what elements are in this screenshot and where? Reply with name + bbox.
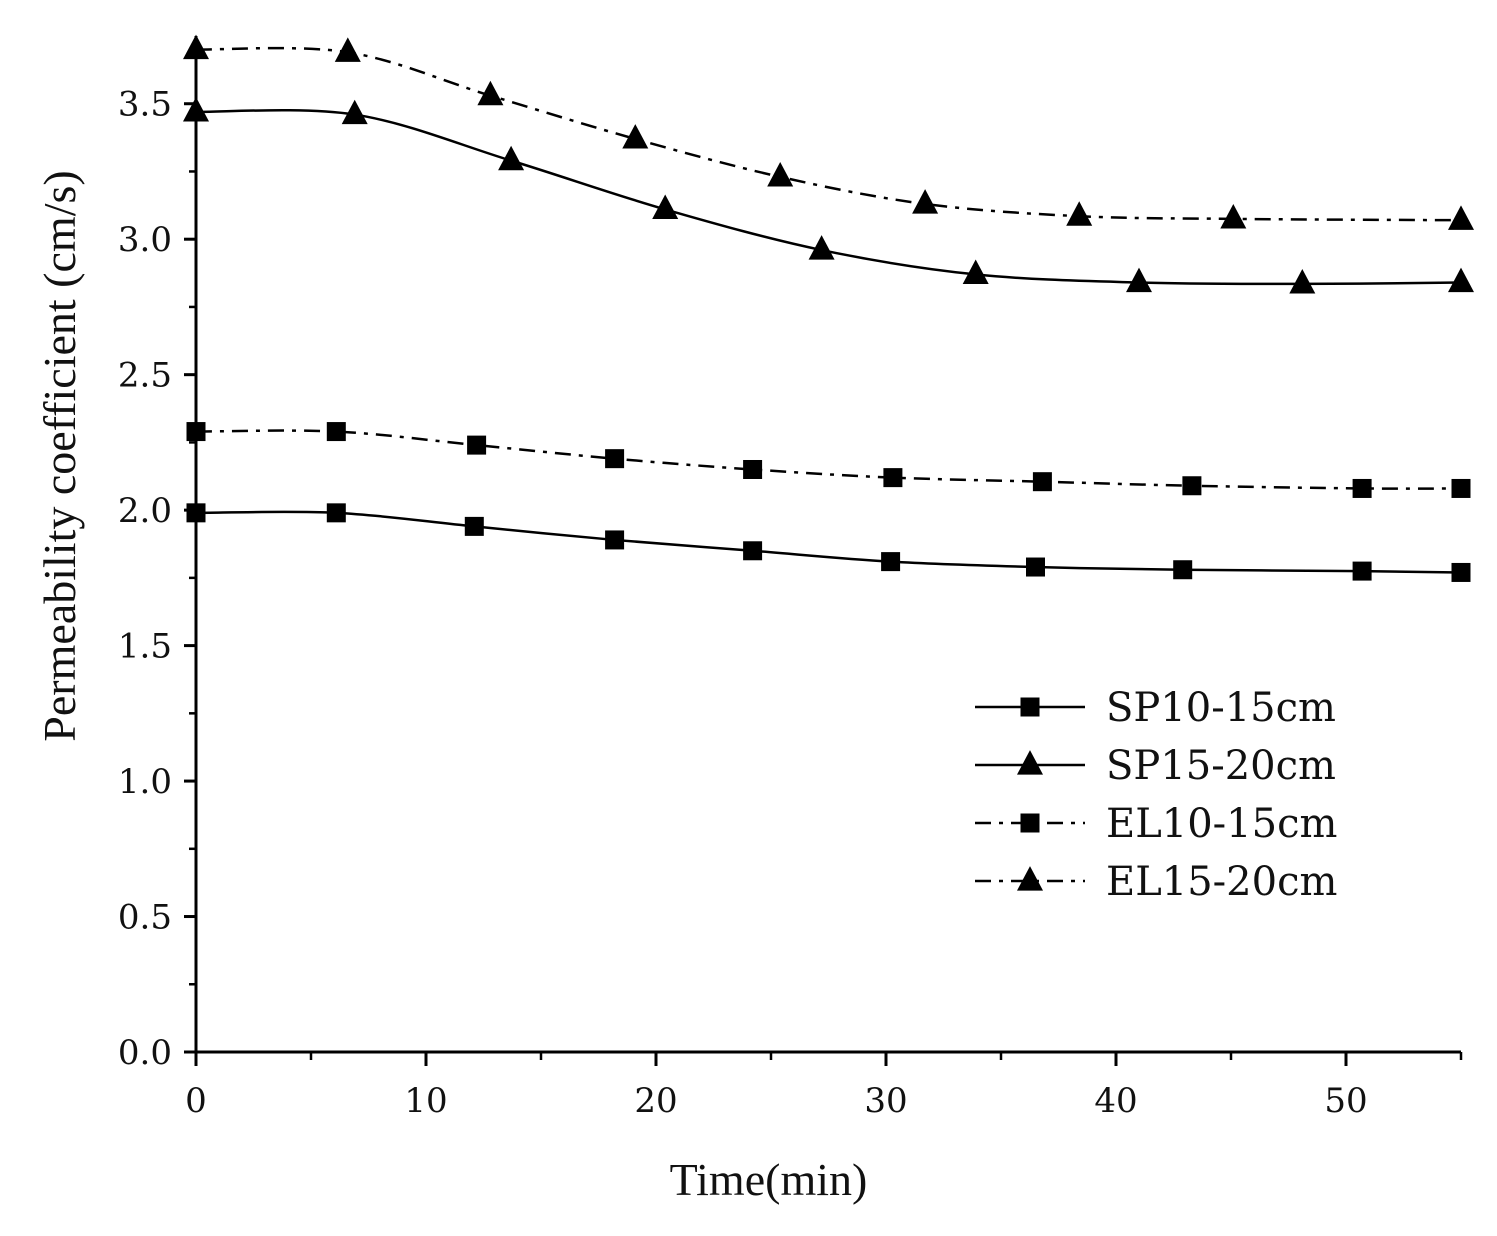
data-point (605, 530, 625, 550)
data-point (326, 503, 346, 523)
legend-label: EL10-15cm (1106, 801, 1337, 847)
y-tick-label: 3.5 (118, 85, 172, 125)
series-line (195, 510, 1462, 574)
data-point (334, 37, 361, 62)
data-point (1289, 269, 1316, 294)
data-point (186, 422, 206, 442)
data-point (962, 259, 989, 285)
data-point (341, 99, 368, 125)
data-point (1173, 560, 1193, 580)
legend-marker (1017, 866, 1043, 891)
data-point (605, 449, 625, 469)
data-point (883, 468, 903, 488)
data-point (767, 162, 794, 187)
data-point (1448, 267, 1474, 293)
x-tick-label: 30 (864, 1081, 907, 1121)
data-point (1182, 476, 1202, 496)
y-tick-label: 3.0 (118, 220, 172, 260)
data-point (467, 435, 487, 455)
data-point (1126, 267, 1152, 293)
data-point (1220, 204, 1247, 229)
data-point (743, 541, 763, 561)
x-tick-label: 20 (634, 1081, 677, 1121)
y-tick-label: 2.0 (118, 491, 172, 531)
data-point (326, 422, 346, 442)
data-point (912, 189, 939, 214)
data-point (1026, 557, 1045, 577)
y-tick-label: 2.5 (118, 356, 172, 396)
series-line (195, 429, 1462, 490)
data-point (1352, 561, 1372, 581)
data-point (1451, 478, 1471, 498)
data-point (186, 503, 206, 523)
data-point (652, 194, 679, 219)
legend-marker (1020, 697, 1040, 717)
y-tick-label: 0.0 (118, 1033, 172, 1073)
x-tick-label: 40 (1094, 1081, 1137, 1121)
data-point (1451, 562, 1471, 582)
x-tick-label: 10 (404, 1081, 447, 1121)
data-point (881, 552, 901, 572)
data-point (622, 124, 649, 149)
data-point (1448, 205, 1474, 230)
legend-marker (1020, 813, 1040, 833)
data-series (183, 34, 1474, 582)
data-point (183, 34, 209, 60)
series-EL10-15cm (186, 422, 1471, 498)
x-tick-label: 0 (185, 1081, 207, 1121)
legend-item: SP10-15cm (975, 685, 1336, 731)
y-tick-label: 0.5 (118, 898, 172, 938)
series-SP15-20cm (183, 96, 1474, 294)
series-line (195, 46, 1462, 222)
series-SP10-15cm (186, 503, 1471, 582)
axis-labels: Time(min) Permeability coefficient (cm/s… (34, 170, 867, 1205)
data-point (743, 459, 763, 479)
data-point (498, 145, 525, 171)
series-EL15-20cm (183, 34, 1474, 230)
legend-label: SP15-20cm (1106, 743, 1336, 789)
axes (194, 36, 1461, 1054)
x-axis-title: Time(min) (670, 1154, 868, 1205)
y-tick-label: 1.0 (118, 762, 172, 802)
data-point (477, 80, 504, 106)
legend-marker (1017, 750, 1043, 775)
y-axis-title: Permeability coefficient (cm/s) (34, 170, 85, 741)
data-point (464, 516, 484, 536)
legend-label: SP10-15cm (1106, 685, 1336, 731)
data-point (808, 235, 835, 260)
legend-item: EL15-20cm (975, 859, 1337, 905)
legend-item: SP15-20cm (975, 743, 1336, 789)
y-tick-label: 1.5 (118, 627, 172, 667)
legend-label: EL15-20cm (1106, 859, 1337, 905)
data-point (183, 96, 209, 122)
x-tick-label: 50 (1324, 1081, 1367, 1121)
data-point (1032, 472, 1052, 492)
data-point (1066, 201, 1093, 226)
axis-ticks: 0.0 0.5 1.0 1.5 2.0 2.5 3.0 3.5 0 10 20 30 40 50 (118, 85, 1463, 1121)
legend-item: EL10-15cm (975, 801, 1337, 847)
legend: SP10-15cm SP15-20cm EL10-15cm EL15-20cm (975, 685, 1337, 905)
data-point (1352, 478, 1372, 498)
